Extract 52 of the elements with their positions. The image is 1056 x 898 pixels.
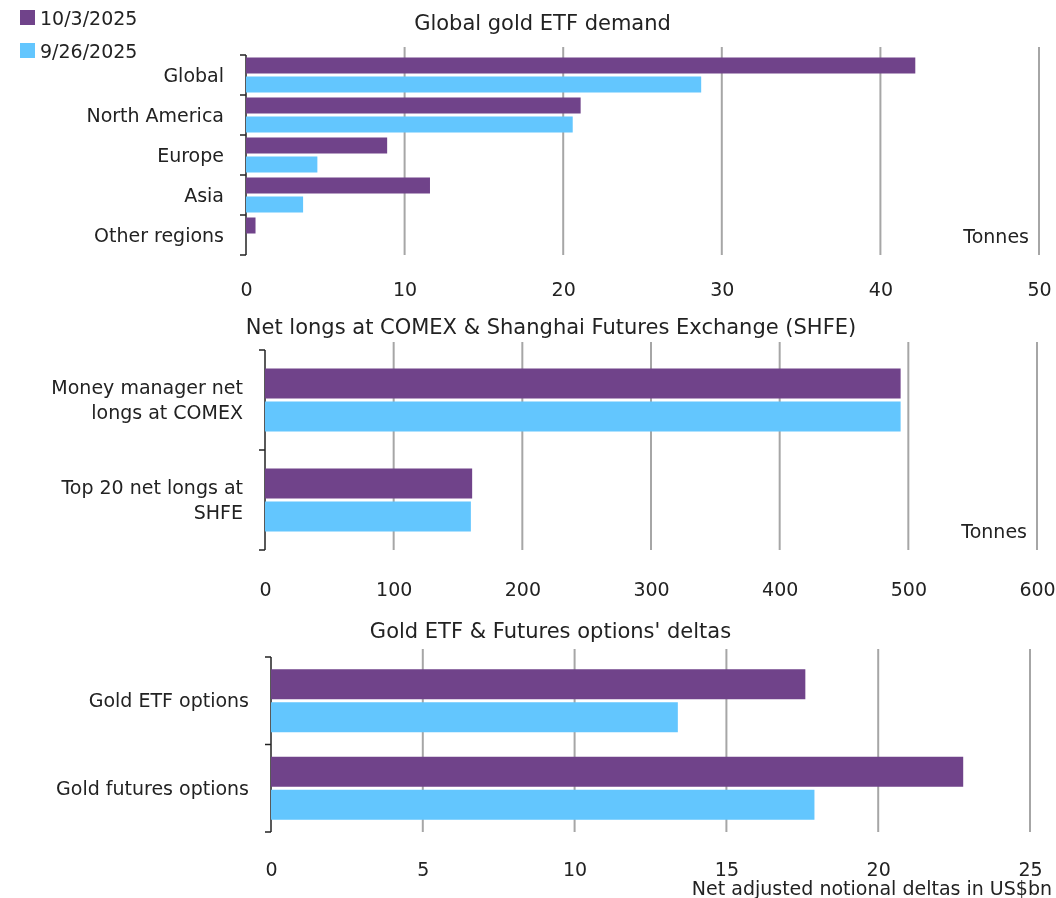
y-tick-label: Top 20 net longs at SHFE: [60, 475, 243, 524]
y-tick-label: Europe: [157, 143, 224, 166]
x-tick-label: 100: [376, 577, 413, 600]
x-tick-label: 10: [393, 277, 418, 300]
bar: [246, 156, 318, 173]
bar: [246, 97, 581, 114]
x-tick-label: 400: [762, 577, 799, 600]
x-tick-label: 5: [417, 857, 430, 880]
chart-title: Net longs at COMEX & Shanghai Futures Exchange (SHFE): [245, 315, 857, 339]
bar: [246, 137, 388, 154]
x-tick-label: 40: [868, 277, 893, 300]
x-tick-label: 300: [633, 577, 670, 600]
x-tick-label: 500: [890, 577, 927, 600]
y-tick-label: Gold ETF options: [88, 689, 249, 712]
chart-title: Gold ETF & Futures options' deltas: [369, 619, 732, 643]
bar: [271, 756, 964, 787]
bar: [246, 217, 256, 234]
bar: [246, 76, 702, 93]
bar: [271, 669, 806, 700]
x-tick-label: 20: [551, 277, 576, 300]
y-tick-label: Money manager net longs at COMEX: [51, 375, 243, 424]
y-tick-label: Gold futures options: [56, 776, 249, 799]
x-tick-label: 0: [240, 277, 253, 300]
bar: [246, 177, 430, 194]
bar: [265, 368, 901, 399]
x-tick-label: 50: [1027, 277, 1052, 300]
x-tick-label: 15: [714, 857, 739, 880]
x-axis-title: Tonnes: [960, 520, 1027, 542]
x-tick-label: 30: [710, 277, 735, 300]
x-tick-label: 10: [563, 857, 588, 880]
bar: [271, 702, 678, 733]
bar: [265, 468, 473, 499]
y-tick-label: North America: [86, 103, 224, 126]
legend-label: 10/3/2025: [40, 6, 138, 29]
x-tick-label: 0: [259, 577, 272, 600]
x-tick-label: 0: [265, 857, 278, 880]
y-tick-label: Other regions: [94, 223, 224, 246]
legend-label: 9/26/2025: [40, 39, 138, 62]
bar: [246, 116, 573, 133]
bar: [246, 196, 304, 213]
bar: [265, 401, 901, 432]
y-tick-label: Asia: [184, 183, 224, 206]
bar: [246, 57, 916, 74]
x-tick-label: 20: [866, 857, 891, 880]
bar: [265, 501, 471, 532]
x-axis-title: Tonnes: [962, 225, 1029, 247]
chart-title: Global gold ETF demand: [414, 11, 671, 35]
y-tick-label: Global: [163, 63, 224, 86]
bar: [271, 789, 815, 820]
x-tick-label: 200: [504, 577, 541, 600]
x-tick-label: 25: [1018, 857, 1043, 880]
x-tick-label: 600: [1019, 577, 1056, 600]
